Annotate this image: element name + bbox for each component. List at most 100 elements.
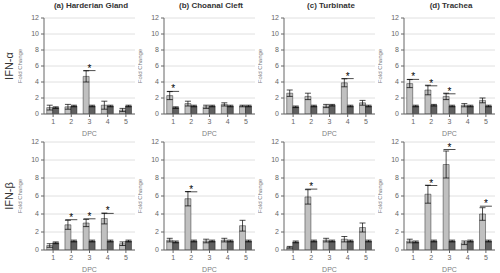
svg-text:8: 8 <box>275 174 279 181</box>
svg-text:10: 10 <box>271 30 279 37</box>
svg-text:*: * <box>106 205 110 216</box>
svg-text:12: 12 <box>391 138 399 145</box>
svg-text:DPC: DPC <box>202 130 217 136</box>
svg-text:DPC: DPC <box>202 266 217 272</box>
svg-text:12: 12 <box>31 14 39 21</box>
svg-text:4: 4 <box>395 210 399 217</box>
svg-text:2: 2 <box>309 254 313 261</box>
svg-text:DPC: DPC <box>82 266 97 272</box>
svg-text:Fold Change: Fold Change <box>258 178 263 213</box>
svg-text:3: 3 <box>88 118 92 125</box>
svg-text:2: 2 <box>309 118 313 125</box>
svg-text:6: 6 <box>275 62 279 69</box>
svg-text:10: 10 <box>391 30 399 37</box>
svg-text:3: 3 <box>448 118 452 125</box>
svg-text:4: 4 <box>106 118 110 125</box>
svg-text:8: 8 <box>395 46 399 53</box>
svg-text:2: 2 <box>275 94 279 101</box>
svg-text:2: 2 <box>35 228 39 235</box>
svg-text:4: 4 <box>155 78 159 85</box>
svg-text:*: * <box>429 178 433 189</box>
svg-text:1: 1 <box>171 254 175 261</box>
svg-text:IFN-α: IFN-α <box>8 51 15 79</box>
svg-text:4: 4 <box>35 78 39 85</box>
svg-text:IFN-β: IFN-β <box>8 182 15 210</box>
svg-text:*: * <box>448 142 452 153</box>
svg-text:1: 1 <box>291 254 295 261</box>
svg-text:0: 0 <box>275 246 279 253</box>
svg-text:8: 8 <box>35 46 39 53</box>
svg-text:Fold Change: Fold Change <box>18 48 23 83</box>
svg-text:12: 12 <box>271 138 279 145</box>
svg-text:2: 2 <box>429 118 433 125</box>
svg-text:*: * <box>346 71 350 82</box>
svg-text:5: 5 <box>124 118 128 125</box>
svg-text:DPC: DPC <box>442 266 457 272</box>
svg-text:10: 10 <box>391 156 399 163</box>
svg-text:2: 2 <box>69 254 73 261</box>
svg-text:5: 5 <box>124 254 128 261</box>
svg-text:6: 6 <box>155 192 159 199</box>
svg-text:6: 6 <box>395 192 399 199</box>
svg-text:10: 10 <box>151 156 159 163</box>
svg-text:2: 2 <box>429 254 433 261</box>
svg-text:Fold Change: Fold Change <box>378 48 383 83</box>
svg-text:6: 6 <box>35 62 39 69</box>
svg-text:*: * <box>309 181 313 192</box>
svg-text:*: * <box>448 86 452 97</box>
svg-text:12: 12 <box>391 14 399 21</box>
svg-text:2: 2 <box>189 254 193 261</box>
svg-text:0: 0 <box>35 110 39 117</box>
svg-text:10: 10 <box>271 156 279 163</box>
svg-text:2: 2 <box>35 94 39 101</box>
svg-text:5: 5 <box>484 118 488 125</box>
svg-text:*: * <box>69 212 73 223</box>
svg-text:12: 12 <box>31 138 39 145</box>
svg-text:0: 0 <box>395 110 399 117</box>
svg-text:2: 2 <box>395 94 399 101</box>
svg-text:8: 8 <box>275 46 279 53</box>
svg-text:0: 0 <box>155 246 159 253</box>
svg-text:12: 12 <box>271 14 279 21</box>
svg-text:5: 5 <box>244 254 248 261</box>
svg-text:4: 4 <box>466 118 470 125</box>
svg-text:*: * <box>171 83 175 94</box>
svg-text:5: 5 <box>484 254 488 261</box>
svg-text:DPC: DPC <box>442 130 457 136</box>
svg-text:DPC: DPC <box>82 130 97 136</box>
svg-text:*: * <box>189 184 193 195</box>
svg-text:4: 4 <box>346 118 350 125</box>
svg-text:5: 5 <box>244 118 248 125</box>
svg-text:12: 12 <box>151 138 159 145</box>
svg-text:*: * <box>88 211 92 222</box>
svg-text:Fold Change: Fold Change <box>138 178 143 213</box>
svg-text:2: 2 <box>155 228 159 235</box>
svg-text:4: 4 <box>226 254 230 261</box>
svg-text:0: 0 <box>275 110 279 117</box>
svg-text:4: 4 <box>466 254 470 261</box>
svg-text:1: 1 <box>171 118 175 125</box>
svg-text:10: 10 <box>31 30 39 37</box>
svg-text:Fold Change: Fold Change <box>378 178 383 213</box>
svg-text:2: 2 <box>155 94 159 101</box>
svg-text:DPC: DPC <box>322 130 337 136</box>
svg-text:8: 8 <box>155 46 159 53</box>
svg-text:1: 1 <box>51 254 55 261</box>
svg-text:8: 8 <box>395 174 399 181</box>
svg-text:6: 6 <box>155 62 159 69</box>
svg-text:1: 1 <box>291 118 295 125</box>
svg-text:3: 3 <box>208 254 212 261</box>
svg-text:*: * <box>484 198 488 209</box>
svg-text:6: 6 <box>395 62 399 69</box>
svg-text:1: 1 <box>411 118 415 125</box>
svg-text:4: 4 <box>346 254 350 261</box>
svg-text:1: 1 <box>411 254 415 261</box>
svg-text:2: 2 <box>395 228 399 235</box>
svg-text:6: 6 <box>275 192 279 199</box>
svg-text:0: 0 <box>395 246 399 253</box>
svg-text:4: 4 <box>155 210 159 217</box>
svg-text:3: 3 <box>328 118 332 125</box>
svg-text:4: 4 <box>275 210 279 217</box>
svg-text:1: 1 <box>51 118 55 125</box>
svg-text:8: 8 <box>155 174 159 181</box>
